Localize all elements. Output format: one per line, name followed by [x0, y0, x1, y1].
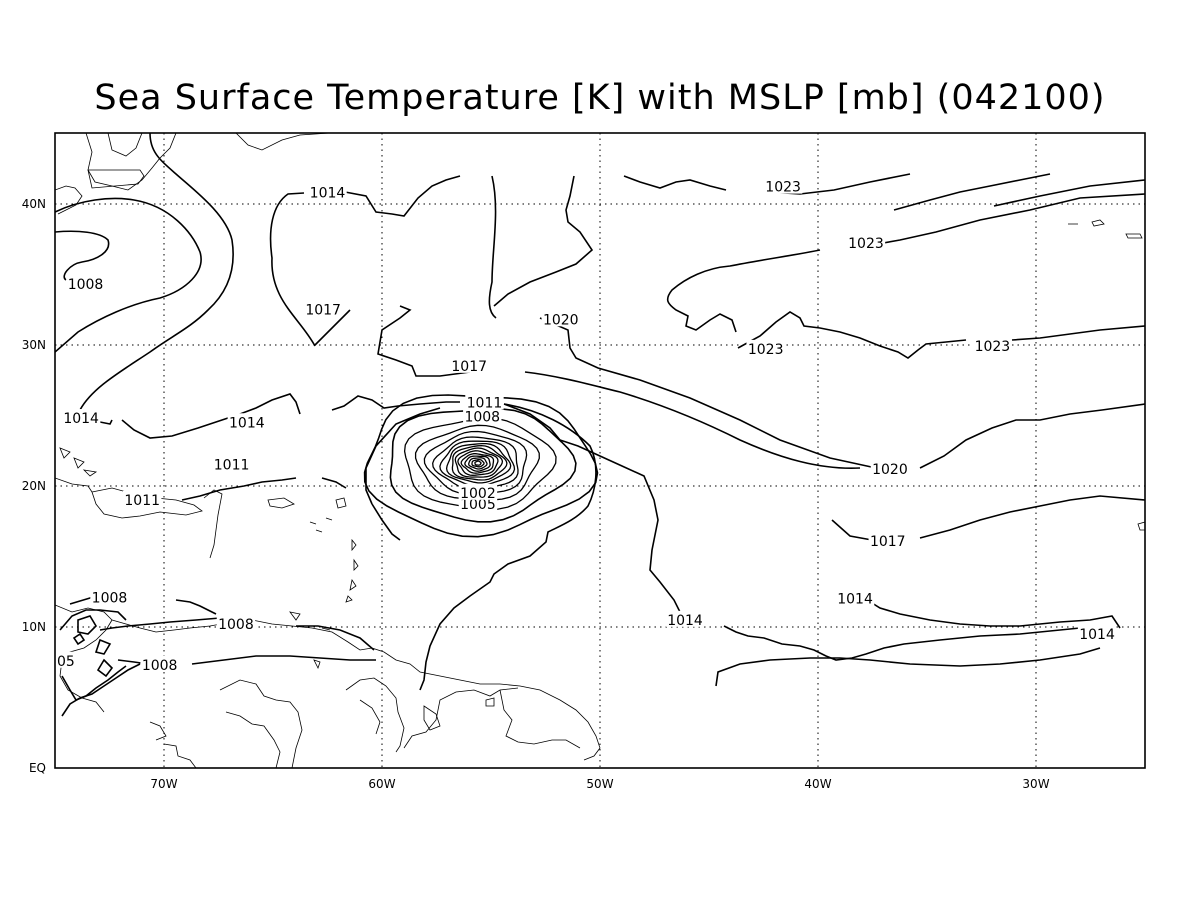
x-tick-70w: 70W: [150, 777, 177, 791]
contour-label: 1014: [667, 613, 703, 629]
cyclone-ring: [464, 455, 491, 472]
contour-label-backing: [123, 490, 162, 507]
contour-label-backing: [458, 483, 498, 500]
contour-label-backing: [868, 531, 907, 548]
contour-label-backing: [227, 413, 267, 430]
contour-label: 1005: [460, 497, 496, 513]
contour-label: 1020: [543, 312, 579, 328]
contour-label: 1017: [305, 302, 341, 318]
contour-label: 1014: [837, 592, 873, 608]
y-tick-40n: 40N: [22, 197, 46, 211]
cyclone-ring: [471, 458, 485, 468]
contour-label-backing: [541, 310, 580, 327]
contour-label: 1023: [848, 236, 884, 252]
graticule: [55, 133, 1145, 768]
contour-label-backing: [61, 409, 101, 426]
contour-label-backing: [835, 589, 875, 606]
y-tick-10n: 10N: [22, 620, 46, 634]
cyclone-ring: [460, 453, 495, 474]
contour-label-backing: [216, 615, 256, 632]
contour-label: 1008: [68, 277, 104, 293]
y-tick-30n: 30N: [22, 338, 46, 352]
contour-label-backing: [1077, 624, 1117, 641]
y-tick-20n: 20N: [22, 479, 46, 493]
contour-label: 05: [57, 654, 75, 670]
contour-label-backing: [846, 234, 886, 251]
contour-label-backing: [763, 177, 803, 194]
x-tick-60w: 60W: [368, 777, 395, 791]
contour-label: 1014: [229, 415, 265, 431]
contour-label: 1017: [870, 534, 906, 550]
contour-label: 1017: [451, 359, 487, 375]
contour-label-backing: [746, 339, 785, 356]
cyclone-ring: [454, 447, 504, 478]
contour-label-backing: [55, 651, 77, 668]
contour-label: 1008: [218, 617, 254, 633]
x-axis-ticks: 70W 60W 50W 40W 30W: [150, 777, 1049, 791]
contour-label-backing: [303, 300, 343, 317]
cyclone-ring: [403, 417, 557, 511]
plot-frame: [54, 132, 1146, 769]
contour-label: 1023: [975, 339, 1011, 355]
contour-label: 1014: [1079, 627, 1115, 643]
contour-label-backing: [66, 274, 105, 291]
x-tick-40w: 40W: [804, 777, 831, 791]
contour-label: 1023: [748, 342, 784, 358]
cyclone-ring: [432, 436, 519, 491]
contour-label-backing: [90, 588, 129, 605]
cyclone-ring: [414, 424, 540, 501]
cyclone-ring: [474, 460, 482, 466]
cyclone-ring: [451, 444, 508, 481]
contour-label: 1011: [214, 458, 250, 474]
contour-label-backing: [212, 455, 251, 472]
contour-label-backing: [465, 393, 504, 410]
contour-label-backing: [140, 655, 179, 672]
cyclone-ring: [363, 394, 599, 538]
cyclone-isobars: [363, 394, 599, 538]
contour-label: 1008: [92, 590, 128, 606]
contour-label: 1014: [63, 411, 99, 427]
contour-label-backing: [450, 356, 489, 373]
cyclone-ring: [439, 440, 516, 487]
cyclone-ring: [445, 442, 512, 484]
contour-label: 1020: [872, 462, 908, 478]
x-tick-30w: 30W: [1022, 777, 1049, 791]
contour-label-backing: [870, 459, 910, 476]
contour-label: 1014: [310, 185, 346, 201]
y-axis-ticks: EQ 10N 20N 30N 40N: [22, 197, 46, 775]
cyclone-ring: [468, 457, 488, 470]
map-title: Sea Surface Temperature [K] with MSLP [m…: [94, 78, 1106, 118]
contour-labels: 1014 1008 1017 1020 1023 1023 1023 1023 1017 1014…: [55, 177, 1117, 674]
contour-label-backing: [973, 337, 1012, 354]
cyclone-ring: [423, 430, 528, 495]
coastlines: [55, 133, 1145, 768]
contour-label: 1011: [467, 396, 503, 412]
cyclone-ring: [389, 408, 577, 523]
contour-label: 1008: [142, 658, 178, 674]
contour-label: 1002: [460, 486, 496, 502]
contour-label-backing: [463, 407, 502, 424]
contour-label: 1008: [464, 410, 500, 426]
cyclone-ring: [457, 450, 499, 476]
mslp-isobars: [55, 133, 1145, 717]
contour-label: 1023: [765, 180, 801, 196]
contour-label: 1011: [124, 493, 160, 509]
x-tick-50w: 50W: [586, 777, 613, 791]
contour-label-backing: [665, 610, 705, 627]
y-tick-eq: EQ: [29, 761, 46, 775]
contour-label-backing: [308, 183, 347, 200]
